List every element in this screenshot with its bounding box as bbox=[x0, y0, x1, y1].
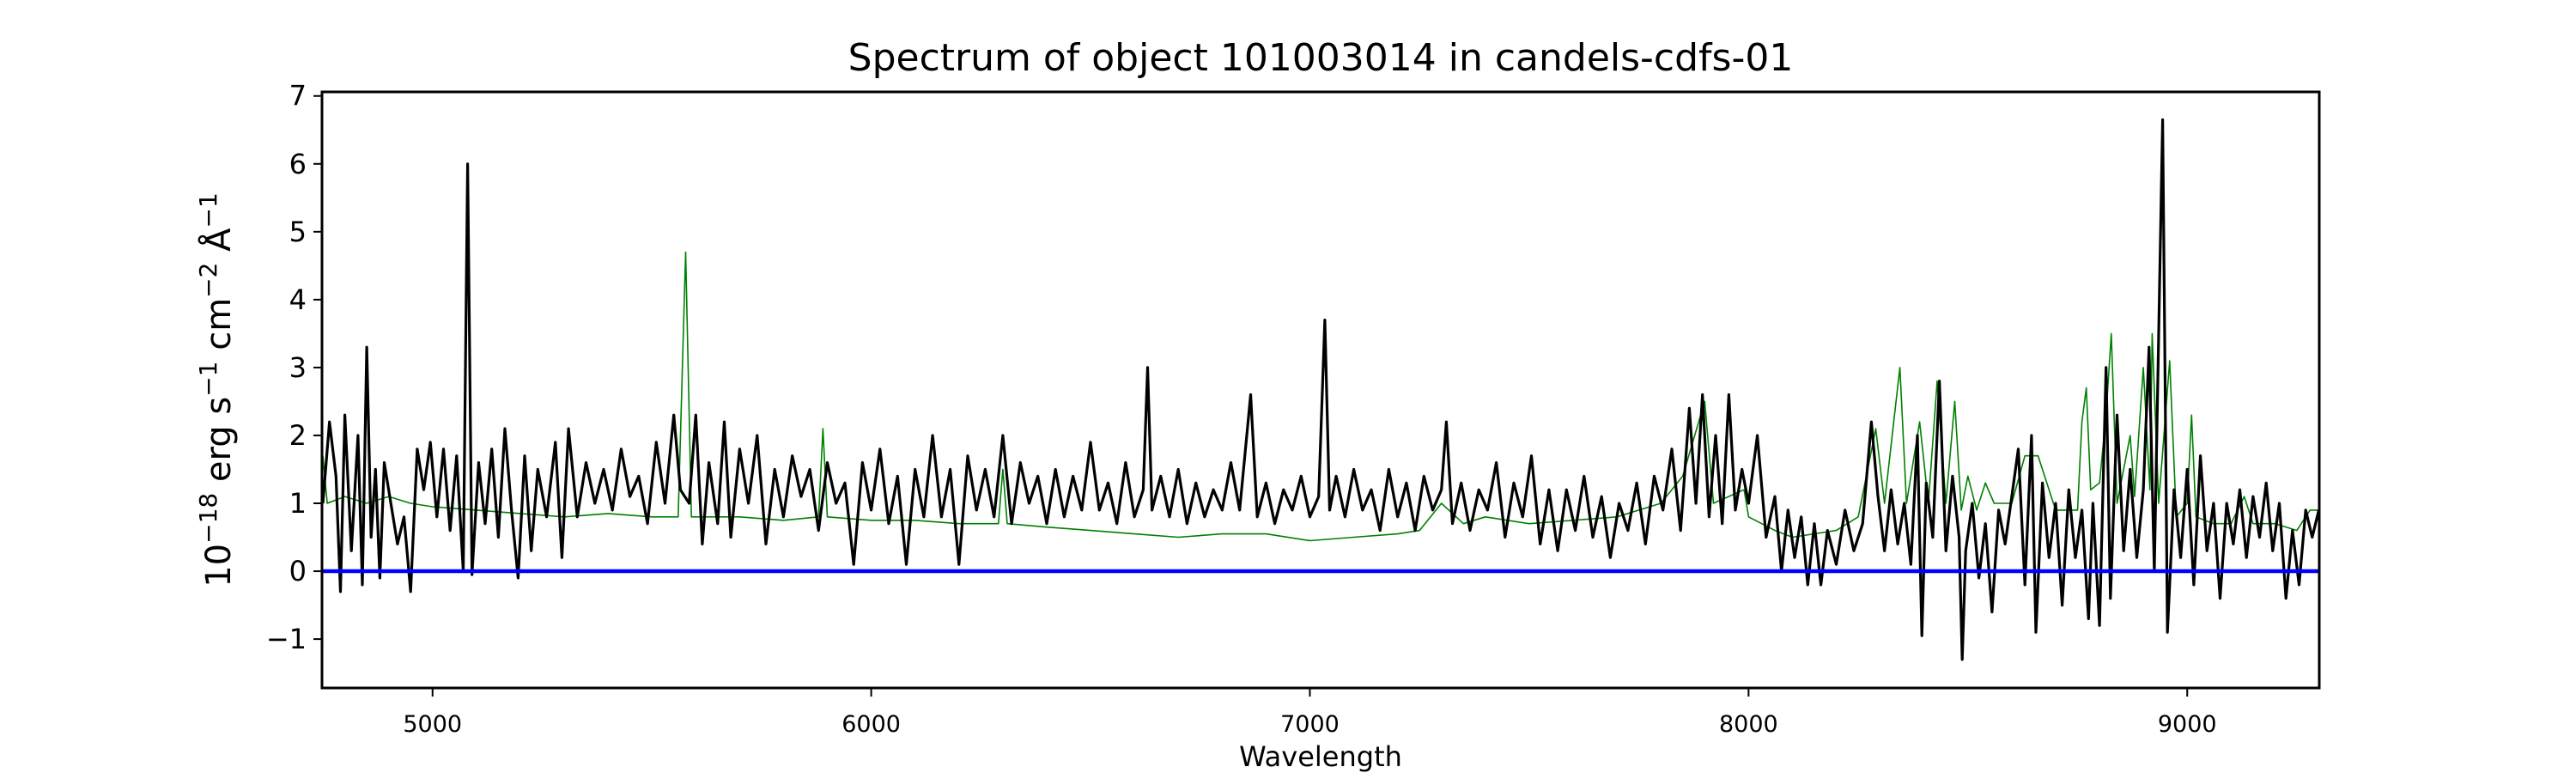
x-axis: 5000 6000 7000 8000 9000 bbox=[403, 688, 2217, 738]
x-tick-label: 9000 bbox=[2158, 711, 2217, 738]
ylabel-base: 10 bbox=[199, 544, 239, 587]
ylabel-exp3: −2 bbox=[194, 263, 222, 298]
x-tick-label: 6000 bbox=[841, 711, 901, 738]
plot-area bbox=[321, 118, 2321, 661]
x-tick-label: 5000 bbox=[403, 711, 462, 738]
series-flux-line bbox=[321, 118, 2321, 661]
chart-title: Spectrum of object 101003014 in candels-… bbox=[848, 36, 1794, 80]
y-tick-label: 2 bbox=[289, 419, 307, 452]
y-axis-label: 10−18 erg s−1 cm−2 Å−1 bbox=[194, 192, 239, 587]
y-tick-label: 3 bbox=[289, 351, 307, 384]
series-model-line bbox=[322, 251, 2319, 542]
axes-frame bbox=[320, 90, 2321, 690]
x-tick-label: 7000 bbox=[1280, 711, 1340, 738]
x-axis-label: Wavelength bbox=[1239, 740, 1402, 773]
y-tick-label: 5 bbox=[289, 216, 307, 248]
y-tick-label: −1 bbox=[266, 623, 307, 655]
ylabel-t3: Å bbox=[197, 228, 239, 263]
y-tick-label: 6 bbox=[289, 148, 307, 180]
ylabel-exp4: −1 bbox=[194, 192, 222, 228]
y-axis: −1 0 1 2 3 4 5 6 7 bbox=[266, 80, 322, 655]
ylabel-exp2: −1 bbox=[194, 362, 222, 397]
y-tick-label: 1 bbox=[289, 487, 307, 520]
ylabel-t1: erg s bbox=[199, 397, 239, 493]
y-tick-label: 0 bbox=[289, 555, 307, 587]
y-tick-label: 7 bbox=[289, 80, 307, 113]
x-tick-label: 8000 bbox=[1719, 711, 1778, 738]
y-tick-label: 4 bbox=[289, 283, 307, 316]
ylabel-t2: cm bbox=[199, 298, 239, 362]
ylabel-exp1: −18 bbox=[194, 493, 222, 544]
